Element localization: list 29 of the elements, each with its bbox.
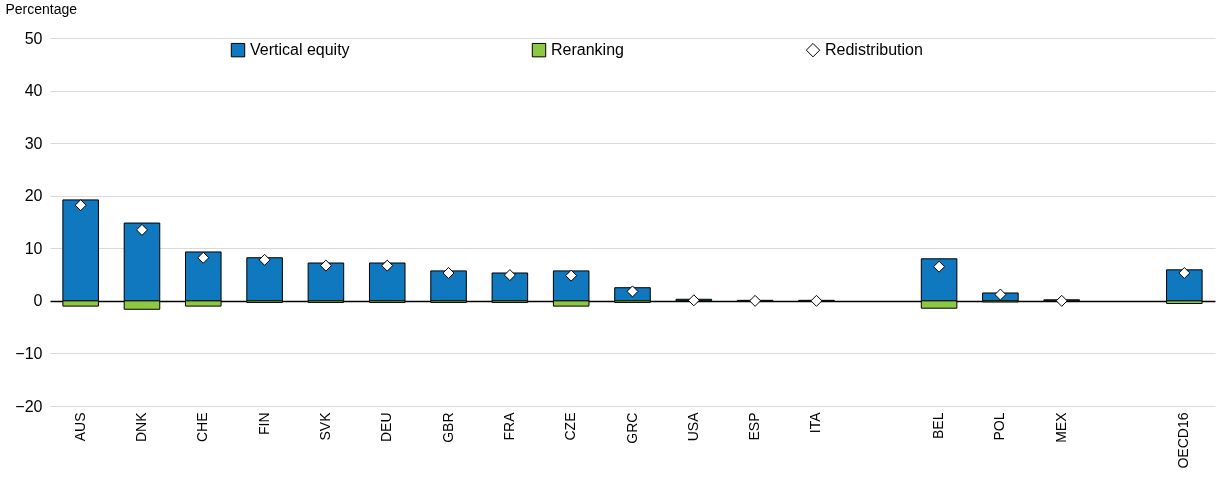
x-tick-label: GRC bbox=[623, 412, 640, 444]
x-tick-label: USA bbox=[684, 411, 701, 442]
x-tick-label: FRA bbox=[500, 411, 517, 441]
x-tick-label: GBR bbox=[439, 412, 456, 443]
x-tick-label: DEU bbox=[378, 412, 395, 443]
x-tick-label: POL bbox=[991, 412, 1008, 441]
y-tick-label: 40 bbox=[24, 82, 43, 100]
x-tick-label: ESP bbox=[746, 412, 763, 441]
y-tick-label: −20 bbox=[15, 397, 43, 415]
y-tick-label: 50 bbox=[24, 29, 43, 47]
x-tick-label: ITA bbox=[807, 411, 824, 434]
legend-label: Reranking bbox=[551, 41, 624, 59]
y-tick-label: −10 bbox=[15, 344, 43, 362]
x-tick-label: MEX bbox=[1052, 411, 1069, 443]
x-tick-label: DNK bbox=[132, 411, 149, 443]
y-tick-label: 20 bbox=[24, 187, 43, 205]
x-tick-label: BEL bbox=[930, 412, 947, 439]
legend-label: Redistribution bbox=[825, 41, 923, 59]
legend-label: Vertical equity bbox=[250, 41, 350, 59]
x-tick-label: SVK bbox=[316, 411, 333, 441]
y-tick-label: 0 bbox=[33, 292, 43, 310]
y-tick-label: 10 bbox=[24, 239, 43, 257]
x-tick-label: CZE bbox=[562, 412, 579, 441]
x-tick-label: AUS bbox=[71, 412, 88, 442]
y-tick-label: 30 bbox=[24, 134, 43, 152]
x-tick-label: CHE bbox=[194, 412, 211, 443]
x-tick-label: FIN bbox=[255, 412, 272, 436]
y-axis-title: Percentage bbox=[5, 0, 78, 17]
x-tick-label: OECD16 bbox=[1175, 412, 1192, 469]
